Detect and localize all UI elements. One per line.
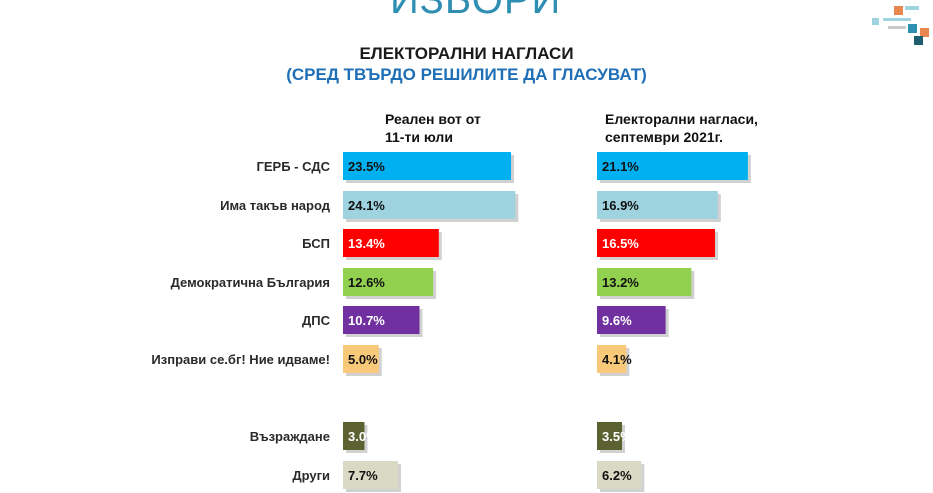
- category-label: БСП: [302, 236, 330, 251]
- category-label: Има такъв народ: [220, 198, 331, 213]
- data-label: 3.0%: [348, 429, 378, 444]
- bar: [597, 268, 692, 296]
- data-label: 10.7%: [348, 313, 385, 328]
- category-label: Демократична България: [171, 275, 330, 290]
- right-column-header: Електорални нагласи, септември 2021г.: [605, 110, 805, 146]
- data-label: 16.9%: [602, 198, 639, 213]
- category-label: ДПС: [302, 313, 331, 328]
- data-label: 9.6%: [602, 313, 632, 328]
- bar: [343, 306, 420, 334]
- chart-title: ЕЛЕКТОРАЛНИ НАГЛАСИ: [359, 44, 574, 63]
- data-label: 21.1%: [602, 159, 639, 174]
- data-label: 6.2%: [602, 468, 632, 483]
- data-label: 13.4%: [348, 236, 385, 251]
- bar: [597, 422, 623, 450]
- data-label: 3.5%: [602, 429, 632, 444]
- bar: [343, 229, 439, 257]
- bar: [343, 345, 379, 373]
- bar: [597, 345, 627, 373]
- category-label: Изправи се.бг! Ние идваме!: [151, 352, 330, 367]
- data-label: 12.6%: [348, 275, 385, 290]
- bar: [343, 422, 365, 450]
- category-label: Други: [292, 468, 330, 483]
- left-column-header: Реален вот от 11-ти юли: [385, 110, 585, 146]
- data-label: 7.7%: [348, 468, 378, 483]
- bar: [343, 461, 399, 489]
- data-label: 24.1%: [348, 198, 385, 213]
- left-column-header-line1: Реален вот от: [385, 111, 481, 127]
- bar: [597, 461, 642, 489]
- data-label: 4.1%: [602, 352, 632, 367]
- chart-subtitle: (СРЕД ТВЪРДО РЕШИЛИТЕ ДА ГЛАСУВАТ): [286, 65, 647, 84]
- category-label: ГЕРБ - СДС: [257, 159, 331, 174]
- bar: [343, 191, 516, 219]
- data-label: 23.5%: [348, 159, 385, 174]
- bar: [343, 152, 512, 180]
- data-label: 13.2%: [602, 275, 639, 290]
- decorative-squares-icon: [868, 6, 933, 46]
- right-column-header-line2: септември 2021г.: [605, 129, 723, 145]
- bar: [597, 152, 748, 180]
- left-column-header-line2: 11-ти юли: [385, 129, 453, 145]
- bar: [597, 306, 666, 334]
- bar: [597, 191, 718, 219]
- bar: [597, 229, 715, 257]
- right-column-header-line1: Електорални нагласи,: [605, 111, 758, 127]
- top-title: ИЗБОРИ: [390, 0, 562, 22]
- data-label: 5.0%: [348, 352, 378, 367]
- bar: [343, 268, 434, 296]
- category-label: Възраждане: [250, 429, 330, 444]
- data-label: 16.5%: [602, 236, 639, 251]
